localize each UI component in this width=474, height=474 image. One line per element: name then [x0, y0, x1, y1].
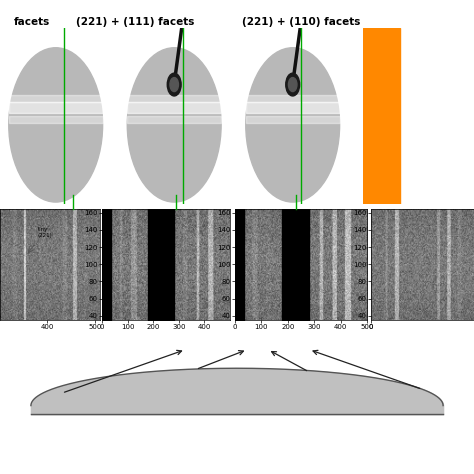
Circle shape	[9, 48, 102, 202]
Circle shape	[288, 78, 297, 91]
Bar	[9, 102, 102, 113]
Bar	[9, 95, 102, 102]
Bar	[246, 95, 339, 102]
Text: (221) + (111) facets: (221) + (111) facets	[76, 17, 194, 27]
Text: (221) + (110) facets: (221) + (110) facets	[242, 17, 360, 27]
Circle shape	[170, 78, 178, 91]
Bar	[9, 116, 102, 123]
Circle shape	[246, 48, 339, 202]
Bar	[127, 102, 221, 113]
Bar	[246, 102, 339, 113]
Circle shape	[167, 73, 181, 96]
Text: facets: facets	[14, 17, 50, 27]
Text: tiny
(221): tiny (221)	[38, 227, 53, 238]
Circle shape	[286, 73, 300, 96]
Bar	[127, 95, 221, 102]
Bar	[363, 28, 400, 204]
Bar	[246, 116, 339, 123]
Bar	[127, 116, 221, 123]
Circle shape	[127, 48, 221, 202]
